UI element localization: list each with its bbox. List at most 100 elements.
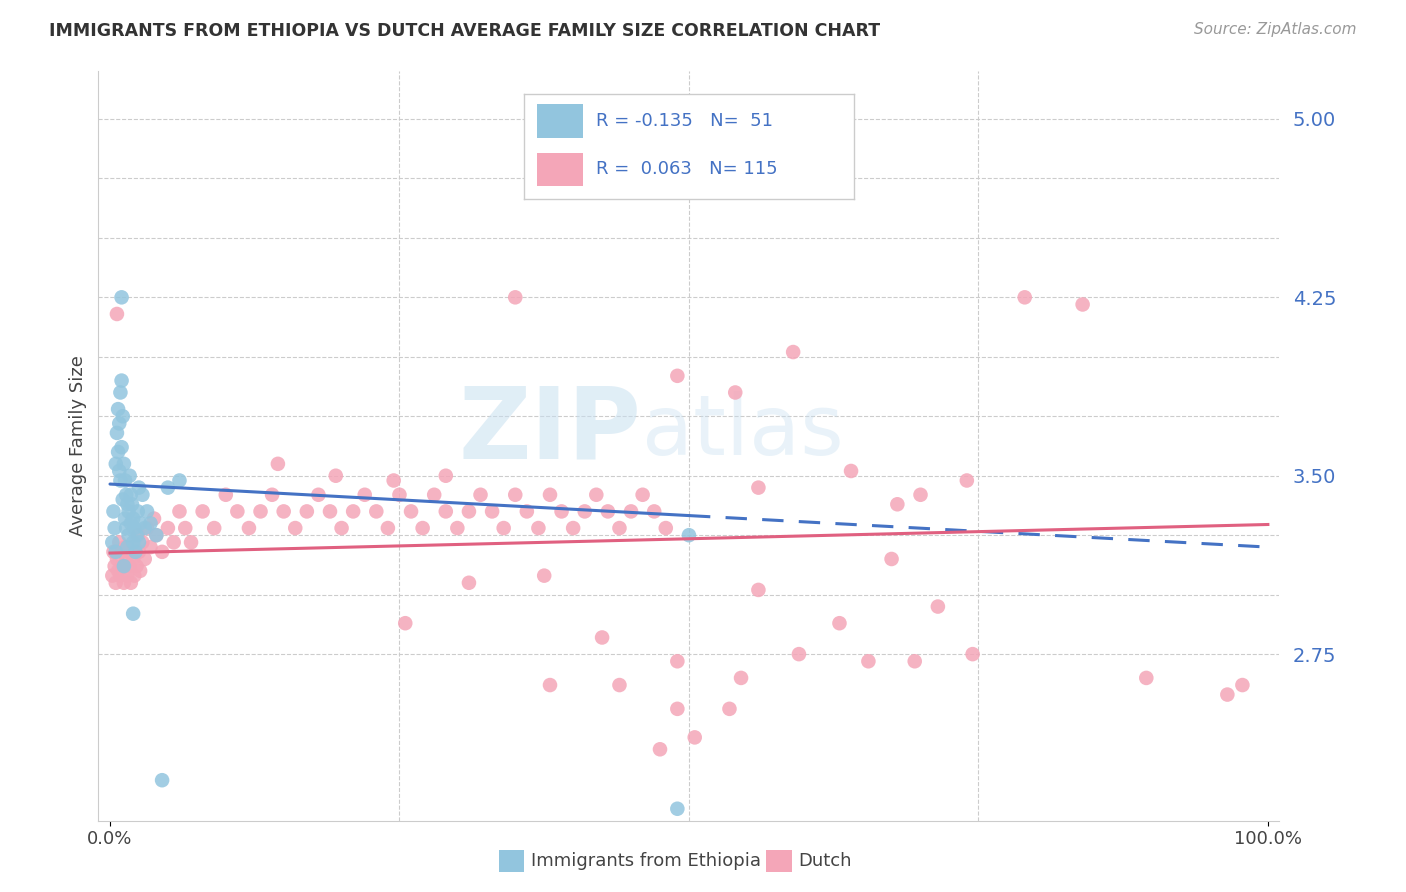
Point: [125, 528, 148, 542]
Text: IMMIGRANTS FROM ETHIOPIA VS DUTCH AVERAGE FAMILY SIZE CORRELATION CHART: IMMIGRANTS FROM ETHIOPIA VS DUTCH AVERAG…: [49, 22, 880, 40]
Point: [202, 521, 225, 535]
Point: [129, 516, 152, 531]
Point: [538, 678, 561, 692]
Point: [104, 521, 127, 535]
Point: [787, 647, 810, 661]
Point: [122, 552, 145, 566]
Point: [120, 575, 142, 590]
Y-axis label: Average Family Size: Average Family Size: [69, 356, 87, 536]
Point: [121, 497, 143, 511]
Point: [782, 345, 804, 359]
Point: [458, 575, 481, 590]
Point: [458, 504, 481, 518]
Point: [150, 545, 173, 559]
Point: [118, 468, 141, 483]
Point: [1216, 688, 1239, 702]
Point: [122, 607, 145, 621]
Point: [273, 504, 295, 518]
Point: [910, 488, 932, 502]
Point: [169, 474, 191, 488]
Point: [538, 488, 561, 502]
Point: [412, 521, 434, 535]
Point: [678, 528, 700, 542]
Point: [163, 535, 186, 549]
Point: [267, 457, 290, 471]
Point: [434, 504, 457, 518]
Point: [492, 521, 515, 535]
Point: [1014, 290, 1036, 304]
Point: [103, 504, 125, 518]
Point: [839, 464, 862, 478]
Point: [648, 742, 671, 756]
Point: [120, 488, 142, 502]
Point: [434, 468, 457, 483]
Point: [366, 504, 388, 518]
Point: [134, 521, 156, 535]
Point: [1135, 671, 1157, 685]
Point: [730, 671, 752, 685]
Point: [262, 488, 284, 502]
Point: [342, 504, 364, 518]
Point: [139, 540, 162, 554]
Point: [962, 647, 984, 661]
Point: [124, 545, 146, 559]
Text: Immigrants from Ethiopia: Immigrants from Ethiopia: [531, 852, 762, 871]
Point: [101, 568, 124, 582]
Point: [858, 654, 880, 668]
Point: [886, 497, 908, 511]
Point: [683, 731, 706, 745]
Point: [295, 504, 318, 518]
Point: [143, 511, 166, 525]
Point: [382, 474, 405, 488]
Point: [110, 374, 132, 388]
Point: [156, 481, 179, 495]
Point: [666, 802, 689, 816]
Point: [319, 504, 342, 518]
Point: [122, 511, 145, 525]
Point: [122, 535, 145, 549]
Point: [747, 481, 769, 495]
Point: [609, 678, 631, 692]
Point: [284, 521, 307, 535]
Point: [128, 481, 150, 495]
Point: [655, 521, 678, 535]
Point: [527, 521, 550, 535]
Point: [108, 417, 131, 431]
Point: [880, 552, 903, 566]
Point: [169, 504, 191, 518]
Point: [503, 488, 526, 502]
Point: [115, 521, 138, 535]
Point: [104, 545, 127, 559]
Point: [174, 521, 197, 535]
Point: [111, 492, 134, 507]
Point: [110, 568, 132, 582]
Point: [136, 521, 159, 535]
Point: [249, 504, 271, 518]
Point: [120, 516, 142, 531]
Point: [330, 521, 353, 535]
Text: atlas: atlas: [641, 391, 844, 472]
Point: [724, 385, 747, 400]
Point: [117, 568, 139, 582]
Point: [156, 521, 179, 535]
Point: [503, 290, 526, 304]
Point: [105, 425, 128, 440]
Text: Dutch: Dutch: [799, 852, 852, 871]
Point: [105, 552, 128, 566]
Point: [136, 504, 159, 518]
Point: [104, 457, 127, 471]
Point: [828, 616, 851, 631]
Point: [117, 504, 139, 518]
Point: [114, 540, 136, 554]
Point: [574, 504, 596, 518]
Point: [115, 488, 138, 502]
Point: [104, 575, 127, 590]
Point: [666, 654, 689, 668]
Point: [124, 568, 146, 582]
Point: [1232, 678, 1254, 692]
Point: [215, 488, 238, 502]
Point: [666, 368, 689, 383]
Point: [377, 521, 399, 535]
Point: [107, 402, 129, 417]
Point: [747, 582, 769, 597]
